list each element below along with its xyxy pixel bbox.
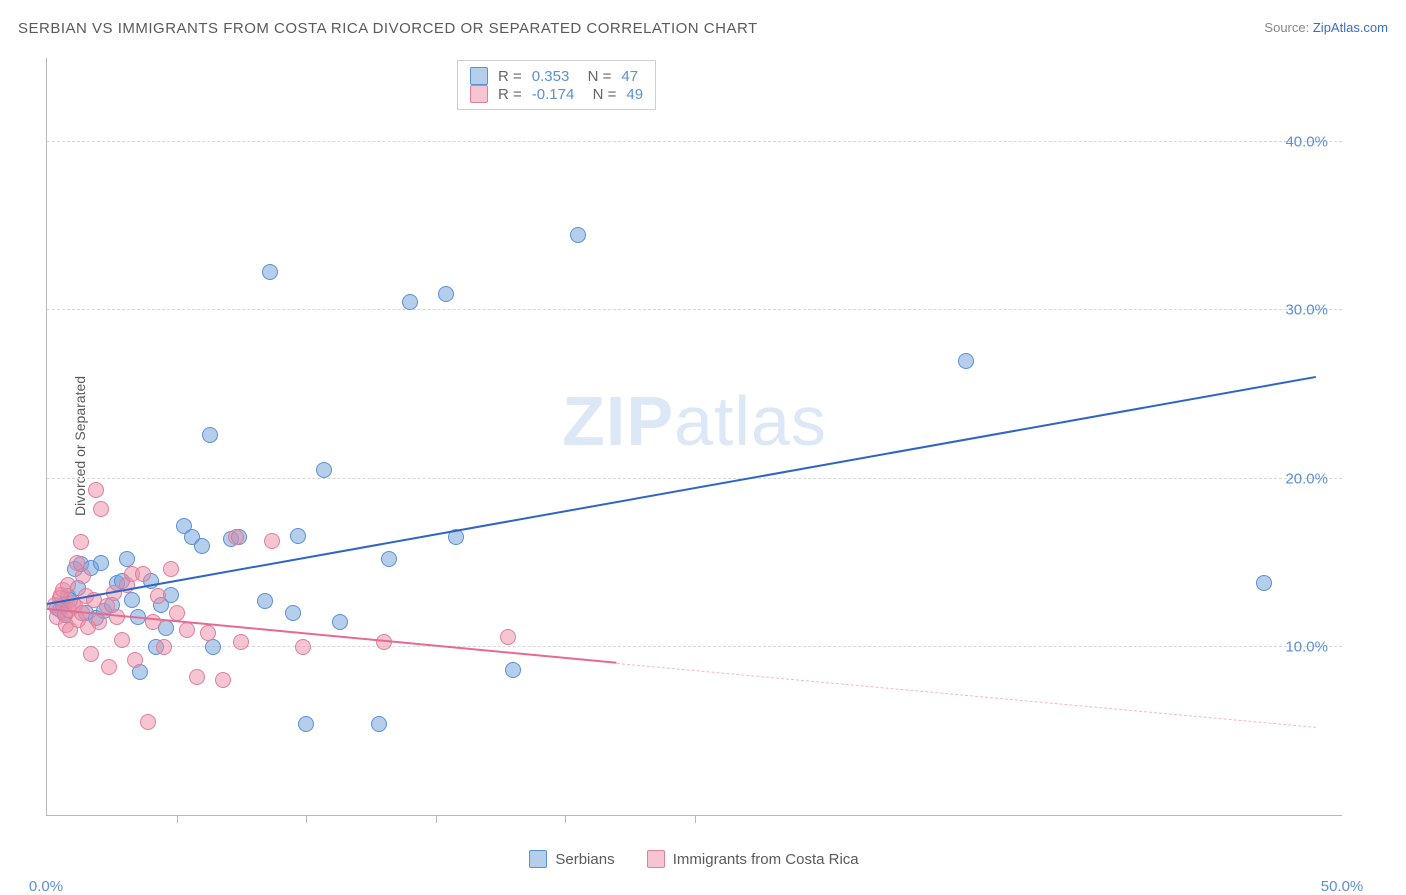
point-serbians (285, 605, 301, 621)
point-costarica (83, 646, 99, 662)
legend-item-costarica: Immigrants from Costa Rica (647, 850, 859, 868)
watermark-bold: ZIP (562, 382, 674, 460)
point-costarica (91, 614, 107, 630)
r-label: R = (498, 86, 522, 103)
source-label: Source: (1264, 20, 1309, 35)
point-costarica (264, 533, 280, 549)
swatch-blue-icon (470, 67, 488, 85)
x-tick (695, 815, 696, 823)
point-serbians (119, 551, 135, 567)
point-costarica (140, 714, 156, 730)
legend-row-costarica: R = -0.174 N = 49 (470, 85, 643, 103)
point-costarica (156, 639, 172, 655)
point-costarica (295, 639, 311, 655)
n-label: N = (584, 86, 616, 103)
gridline (47, 141, 1342, 142)
chart-title: SERBIAN VS IMMIGRANTS FROM COSTA RICA DI… (18, 20, 758, 37)
point-serbians (438, 286, 454, 302)
y-tick-label: 20.0% (1285, 470, 1328, 487)
point-serbians (402, 294, 418, 310)
point-serbians (570, 227, 586, 243)
point-costarica (88, 482, 104, 498)
r-label: R = (498, 68, 522, 85)
point-costarica (114, 632, 130, 648)
source-link[interactable]: ZipAtlas.com (1313, 20, 1388, 35)
n-value-costarica: 49 (626, 86, 643, 103)
r-value-costarica: -0.174 (532, 86, 575, 103)
point-serbians (262, 264, 278, 280)
x-tick (436, 815, 437, 823)
point-costarica (179, 622, 195, 638)
point-costarica (145, 614, 161, 630)
point-costarica (101, 659, 117, 675)
legend-label-costarica: Immigrants from Costa Rica (673, 851, 859, 868)
point-serbians (202, 427, 218, 443)
legend-label-serbians: Serbians (555, 851, 614, 868)
n-label: N = (579, 68, 611, 85)
point-costarica (93, 501, 109, 517)
point-costarica (135, 566, 151, 582)
r-value-serbians: 0.353 (532, 68, 570, 85)
swatch-pink-icon (647, 850, 665, 868)
point-serbians (332, 614, 348, 630)
x-tick (306, 815, 307, 823)
point-serbians (290, 528, 306, 544)
y-tick-label: 40.0% (1285, 134, 1328, 151)
trend-line (47, 376, 1316, 605)
point-serbians (93, 555, 109, 571)
point-serbians (124, 592, 140, 608)
point-serbians (505, 662, 521, 678)
swatch-blue-icon (529, 850, 547, 868)
point-serbians (298, 716, 314, 732)
x-axis-max-label: 50.0% (1321, 878, 1364, 895)
n-value-serbians: 47 (621, 68, 638, 85)
point-costarica (127, 652, 143, 668)
gridline (47, 309, 1342, 310)
scatter-plot-area: ZIPatlas R = 0.353 N = 47 R = -0.174 N =… (46, 58, 1342, 816)
series-legend: Serbians Immigrants from Costa Rica (46, 850, 1342, 872)
point-costarica (500, 629, 516, 645)
gridline (47, 478, 1342, 479)
x-axis-min-label: 0.0% (29, 878, 63, 895)
swatch-pink-icon (470, 85, 488, 103)
point-costarica (163, 561, 179, 577)
point-costarica (75, 568, 91, 584)
watermark-rest: atlas (674, 382, 827, 460)
point-serbians (316, 462, 332, 478)
point-serbians (194, 538, 210, 554)
point-serbians (958, 353, 974, 369)
point-serbians (257, 593, 273, 609)
point-costarica (215, 672, 231, 688)
point-costarica (150, 588, 166, 604)
y-tick-label: 10.0% (1285, 638, 1328, 655)
point-costarica (189, 669, 205, 685)
point-costarica (200, 625, 216, 641)
point-serbians (1256, 575, 1272, 591)
x-tick (177, 815, 178, 823)
y-tick-label: 30.0% (1285, 302, 1328, 319)
legend-item-serbians: Serbians (529, 850, 614, 868)
point-costarica (60, 577, 76, 593)
x-tick (565, 815, 566, 823)
point-costarica (233, 634, 249, 650)
point-serbians (381, 551, 397, 567)
legend-row-serbians: R = 0.353 N = 47 (470, 67, 643, 85)
trend-line (617, 663, 1316, 728)
watermark: ZIPatlas (562, 381, 827, 461)
correlation-legend: R = 0.353 N = 47 R = -0.174 N = 49 (457, 60, 656, 110)
point-serbians (371, 716, 387, 732)
point-costarica (73, 534, 89, 550)
source-attribution: Source: ZipAtlas.com (1264, 20, 1388, 35)
point-costarica (228, 529, 244, 545)
